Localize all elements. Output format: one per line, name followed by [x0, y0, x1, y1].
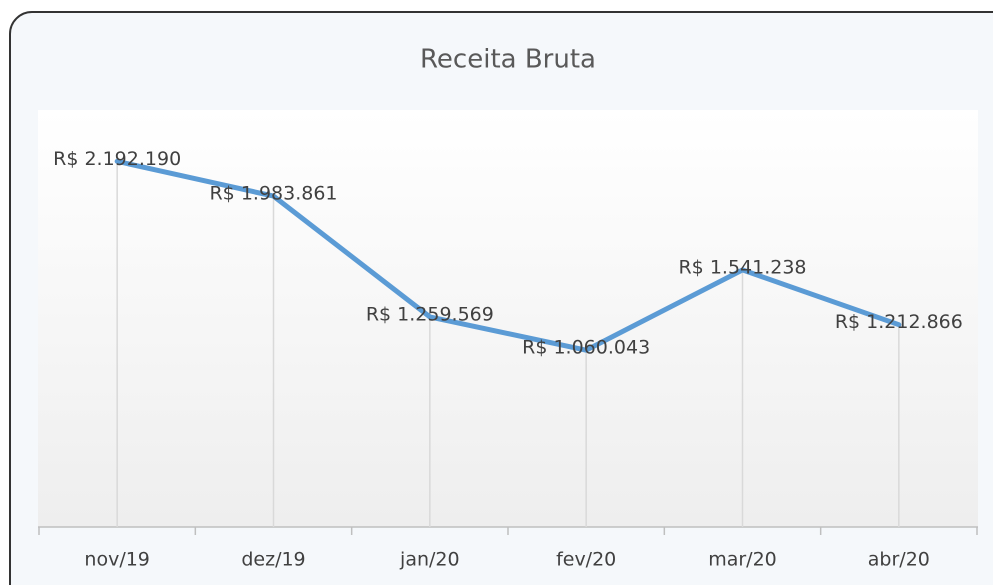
data-label: R$ 1.212.866	[835, 311, 963, 333]
data-label: R$ 1.060.043	[522, 337, 650, 359]
data-label: R$ 1.259.569	[366, 303, 494, 325]
x-tick-label: abr/20	[868, 549, 930, 571]
x-tick-label: nov/19	[84, 549, 150, 571]
data-label: R$ 2.192.190	[53, 148, 181, 170]
x-tick-label: jan/20	[399, 549, 460, 571]
data-label: R$ 1.541.238	[678, 256, 806, 278]
line	[114, 158, 902, 353]
data-label: R$ 1.983.861	[209, 183, 337, 205]
x-tick-label: mar/20	[708, 549, 777, 571]
chart-title: Receita Bruta	[420, 45, 596, 75]
x-tick-label: fev/20	[556, 549, 616, 571]
x-tick-label: dez/19	[241, 549, 305, 571]
